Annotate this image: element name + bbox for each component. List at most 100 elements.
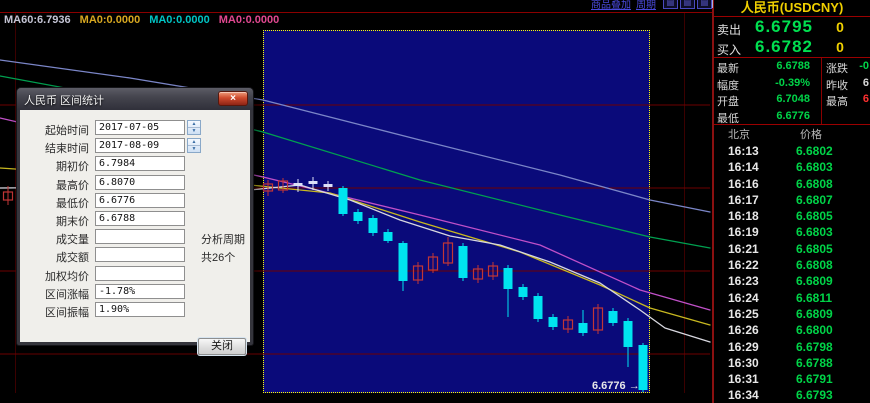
stat-value: 6.6788 [776, 60, 810, 72]
field-label: 区间涨幅 [45, 288, 89, 301]
tick-price: 6.6809 [796, 274, 833, 289]
stat-value: 6.7048 [776, 93, 810, 105]
stat-label: 幅度 [717, 79, 739, 92]
dialog-field-row: 期末价 6.6788 [20, 210, 250, 228]
stats-row: 幅度 -0.39% 昨收 6 [714, 75, 870, 92]
candle-body-down [533, 296, 543, 319]
spinner-control[interactable]: ▲ ▼ [187, 138, 201, 154]
dialog-body: 起始时间 2017-07-05 ▲ ▼ 结束时间 2017-08-09 ▲ ▼ 期初价 6.798… [20, 110, 250, 355]
tick-time: 16:30 [728, 355, 759, 370]
close-icon[interactable]: × [218, 91, 248, 106]
tick-row[interactable]: 16:25 6.6809 [714, 305, 870, 321]
tick-row[interactable]: 16:18 6.6805 [714, 207, 870, 223]
buy-qty: 0 [836, 39, 844, 55]
field-input[interactable]: 2017-07-05 [95, 120, 185, 135]
low-price-annotation: 6.6776 → [592, 380, 640, 392]
field-input[interactable]: -1.78% [95, 283, 185, 299]
candle-body-up [2, 191, 14, 201]
spinner-up-icon[interactable]: ▲ [188, 121, 200, 128]
stat-label: 最高 [826, 96, 848, 108]
dialog-field-row: 加权均价 [20, 265, 250, 283]
tick-row[interactable]: 16:31 6.6791 [714, 370, 870, 386]
field-input[interactable]: 6.8070 [95, 174, 185, 190]
buy-price: 6.6782 [755, 37, 813, 56]
candle-body-down [623, 321, 633, 347]
tick-row[interactable]: 16:29 6.6798 [714, 338, 870, 354]
stat-label: 最新 [717, 63, 739, 75]
tick-table-header: 北京 价格 [714, 126, 870, 141]
dialog-titlebar[interactable]: 人民币 区间统计 × [17, 88, 253, 110]
period-mini-button[interactable]: ▤ [697, 0, 712, 9]
price-column-header: 价格 [800, 129, 822, 141]
field-input[interactable]: 6.6776 [95, 192, 185, 208]
tick-row[interactable]: 16:14 6.6803 [714, 158, 870, 174]
tick-row[interactable]: 16:19 6.6803 [714, 223, 870, 239]
tick-time: 16:21 [728, 241, 759, 256]
field-label: 最低价 [56, 197, 89, 210]
tick-time: 16:26 [728, 323, 759, 338]
candle-body-up [427, 256, 439, 271]
field-label: 结束时间 [45, 143, 89, 156]
divider [821, 58, 822, 124]
sell-price: 6.6795 [755, 17, 813, 36]
tick-price: 6.6803 [796, 225, 833, 240]
tick-row[interactable]: 16:22 6.6808 [714, 256, 870, 272]
stat-value: -0 [859, 60, 869, 72]
tick-time: 16:34 [728, 388, 759, 403]
tick-price: 6.6811 [796, 290, 833, 305]
stat-value: -0.39% [775, 76, 810, 89]
tick-time: 16:22 [728, 258, 759, 273]
field-label: 最高价 [56, 179, 89, 192]
field-input[interactable]: 1.90% [95, 301, 185, 317]
tick-row[interactable]: 16:23 6.6809 [714, 272, 870, 288]
dialog-field-row: 区间涨幅 -1.78% [20, 283, 250, 301]
ma-legend-item: MA60:6.7936 [4, 14, 71, 26]
chart-top-border [0, 12, 712, 13]
field-input[interactable]: 6.6788 [95, 210, 185, 226]
close-button[interactable]: 关闭 [198, 338, 246, 355]
field-note: 分析周期 [201, 234, 245, 247]
candle-body-up [277, 180, 289, 191]
candle-body-up [262, 183, 274, 192]
candle-body-down [518, 287, 528, 297]
dialog-field-row: 最低价 6.6776 [20, 192, 250, 210]
tick-time: 16:16 [728, 176, 759, 191]
stat-label: 涨跌 [826, 63, 848, 75]
candle-body-up [592, 307, 604, 331]
tick-row[interactable]: 16:16 6.6808 [714, 175, 870, 191]
candle-body-down [578, 323, 588, 333]
period-link[interactable]: 周期 [636, 0, 656, 11]
period-mini-button[interactable]: ▤ [680, 0, 695, 9]
field-input[interactable] [95, 265, 185, 281]
stats-row: 开盘 6.7048 最高 6 [714, 91, 870, 108]
field-label: 区间振幅 [45, 306, 89, 319]
stat-label: 昨收 [826, 79, 848, 92]
tick-row[interactable]: 16:34 6.6793 [714, 386, 870, 402]
overlay-products-link[interactable]: 商品叠加 [591, 0, 631, 11]
tick-row[interactable]: 16:30 6.6788 [714, 354, 870, 370]
spinner-down-icon[interactable]: ▼ [191, 145, 197, 152]
candle-body-down [353, 212, 363, 221]
field-input[interactable] [95, 247, 185, 263]
tick-row[interactable]: 16:17 6.6807 [714, 191, 870, 207]
tick-row[interactable]: 16:21 6.6805 [714, 240, 870, 256]
interval-statistics-dialog: 人民币 区间统计 × 起始时间 2017-07-05 ▲ ▼ 结束时间 2017-08-0… [17, 88, 253, 355]
sell-qty: 0 [836, 19, 844, 35]
spinner-control[interactable]: ▲ ▼ [187, 120, 201, 135]
candle-body-down [548, 317, 558, 327]
tick-row[interactable]: 16:24 6.6811 [714, 289, 870, 305]
field-input[interactable]: 2017-08-09 [95, 138, 185, 154]
field-input[interactable]: 6.7984 [95, 156, 185, 172]
tick-time: 16:31 [728, 372, 759, 387]
spinner-down-icon[interactable]: ▼ [191, 127, 197, 134]
spinner-up-icon[interactable]: ▲ [188, 139, 200, 146]
tick-row[interactable]: 16:13 6.6802 [714, 142, 870, 158]
period-mini-button[interactable]: ▤ [663, 0, 678, 9]
candle-body-down [608, 311, 618, 323]
tick-price: 6.6800 [796, 323, 833, 338]
field-input[interactable] [95, 229, 185, 245]
dialog-field-row: 成交额 共26个 [20, 247, 250, 264]
tick-row[interactable]: 16:26 6.6800 [714, 321, 870, 337]
candle-body-down [458, 246, 468, 278]
